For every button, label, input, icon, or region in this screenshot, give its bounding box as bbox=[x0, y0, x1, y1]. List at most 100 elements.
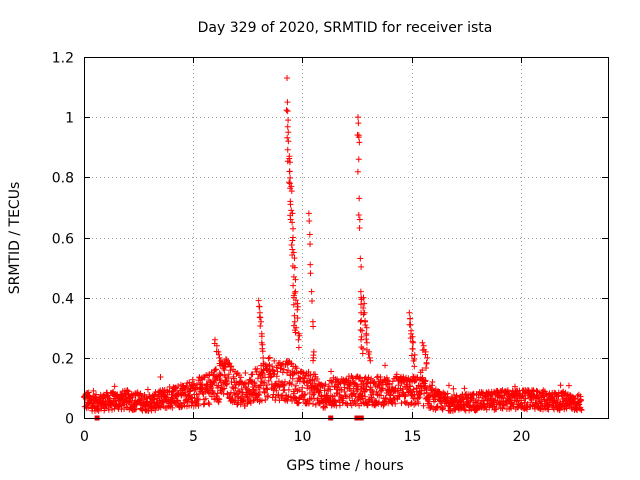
data-point bbox=[358, 333, 365, 340]
data-point bbox=[400, 373, 407, 380]
data-point bbox=[511, 383, 518, 390]
data-point bbox=[264, 386, 271, 393]
data-point bbox=[225, 371, 232, 378]
data-point bbox=[242, 370, 249, 377]
data-points bbox=[81, 75, 585, 421]
data-point bbox=[432, 396, 439, 403]
data-point bbox=[395, 382, 402, 389]
data-point bbox=[410, 357, 417, 364]
data-point bbox=[358, 263, 365, 270]
data-point bbox=[424, 354, 431, 361]
data-point bbox=[493, 406, 500, 413]
x-tick-label: 5 bbox=[189, 429, 198, 445]
data-point bbox=[357, 255, 364, 262]
data-point bbox=[256, 314, 263, 321]
data-point bbox=[499, 405, 506, 412]
data-point bbox=[360, 294, 367, 301]
data-point bbox=[354, 386, 361, 393]
data-point bbox=[293, 365, 300, 372]
data-point bbox=[295, 336, 302, 343]
data-point bbox=[257, 382, 264, 389]
data-point bbox=[245, 380, 252, 387]
data-point bbox=[202, 395, 209, 402]
data-point bbox=[271, 357, 278, 364]
data-point bbox=[294, 306, 301, 313]
data-point bbox=[340, 395, 347, 402]
data-point bbox=[407, 315, 414, 322]
data-point bbox=[357, 327, 364, 334]
data-point bbox=[290, 225, 297, 232]
data-point bbox=[361, 300, 368, 307]
data-point bbox=[201, 400, 208, 407]
data-point bbox=[221, 385, 228, 392]
data-point bbox=[341, 388, 348, 395]
data-point bbox=[111, 383, 118, 390]
data-point bbox=[286, 159, 293, 166]
data-point bbox=[216, 354, 223, 361]
data-point bbox=[355, 156, 362, 163]
data-point bbox=[360, 305, 367, 312]
data-point bbox=[474, 399, 481, 406]
data-point bbox=[379, 385, 386, 392]
data-point bbox=[254, 365, 261, 372]
data-point bbox=[259, 379, 266, 386]
data-point bbox=[215, 348, 222, 355]
data-point bbox=[191, 380, 198, 387]
data-point bbox=[496, 400, 503, 407]
data-point bbox=[90, 387, 97, 394]
data-point bbox=[189, 376, 196, 383]
data-point bbox=[307, 270, 314, 277]
data-point bbox=[178, 403, 185, 410]
data-point bbox=[256, 303, 263, 310]
data-point bbox=[293, 324, 300, 331]
y-tick-label: 0.2 bbox=[52, 352, 74, 368]
data-point bbox=[359, 327, 366, 334]
data-point bbox=[205, 400, 212, 407]
data-point bbox=[356, 225, 363, 232]
data-point bbox=[514, 398, 521, 405]
data-point bbox=[275, 378, 282, 385]
data-point bbox=[306, 217, 313, 224]
data-point bbox=[288, 183, 295, 190]
data-point bbox=[105, 394, 112, 401]
data-point bbox=[293, 395, 300, 402]
data-point bbox=[291, 318, 298, 325]
data-point bbox=[536, 389, 543, 396]
data-point bbox=[301, 392, 308, 399]
data-point bbox=[284, 75, 291, 82]
data-point bbox=[258, 378, 265, 385]
data-point bbox=[371, 379, 378, 386]
data-point bbox=[314, 375, 321, 382]
data-point bbox=[266, 361, 273, 368]
data-point bbox=[419, 339, 426, 346]
data-point bbox=[269, 366, 276, 373]
data-point bbox=[363, 330, 370, 337]
data-point bbox=[364, 402, 371, 409]
y-tick-label: 1.2 bbox=[52, 51, 74, 67]
y-axis-label: SRMTID / TECUs bbox=[7, 182, 23, 295]
data-point bbox=[222, 360, 229, 367]
data-point bbox=[283, 396, 290, 403]
data-point bbox=[380, 402, 387, 409]
data-point bbox=[205, 389, 212, 396]
data-point bbox=[507, 395, 514, 402]
data-point bbox=[169, 404, 176, 411]
data-point bbox=[301, 396, 308, 403]
data-point bbox=[288, 207, 295, 214]
data-point bbox=[265, 377, 272, 384]
y-tick-label: 1 bbox=[65, 111, 74, 127]
data-point bbox=[220, 363, 227, 370]
data-point bbox=[290, 249, 297, 256]
x-tick-label: 20 bbox=[513, 429, 531, 445]
data-point bbox=[423, 365, 430, 372]
data-point bbox=[264, 393, 271, 400]
data-point bbox=[185, 392, 192, 399]
data-point bbox=[290, 273, 297, 280]
data-point bbox=[422, 377, 429, 384]
data-point bbox=[325, 383, 332, 390]
data-point bbox=[461, 406, 468, 413]
data-point bbox=[157, 374, 164, 381]
data-point bbox=[222, 374, 229, 381]
x-tick-label: 10 bbox=[294, 429, 312, 445]
data-point bbox=[362, 321, 369, 328]
